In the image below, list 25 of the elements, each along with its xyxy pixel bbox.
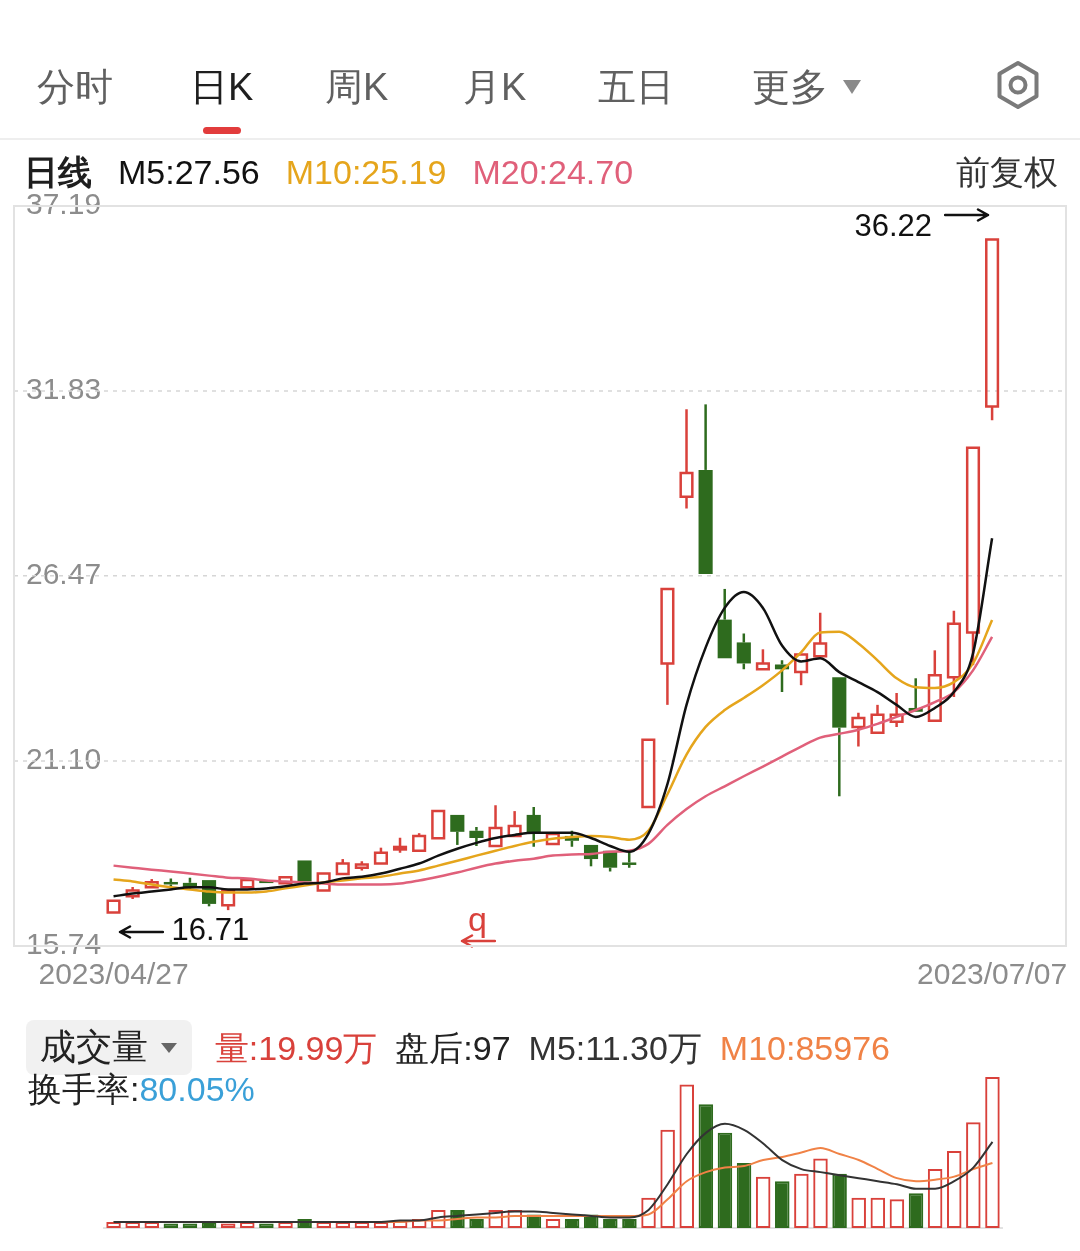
- text: 分时: [37, 66, 113, 108]
- text: 日K: [190, 66, 254, 108]
- legend-title: 日线: [24, 153, 92, 191]
- y-tick-label: 31.83: [26, 372, 102, 406]
- annotation: 16.71: [171, 912, 250, 948]
- text: M10:85976: [719, 1028, 890, 1067]
- y-tick-label: 21.10: [26, 742, 102, 776]
- text: 五日: [598, 66, 674, 108]
- legend-title: 成交量: [40, 1026, 148, 1067]
- series-label: M5:11.30万: [528, 1028, 702, 1067]
- annotation: q: [468, 900, 487, 938]
- text: 更多: [752, 66, 828, 108]
- annotation: 换手率:80.05%: [28, 1070, 255, 1108]
- x-tick-label: 2023/04/27: [38, 957, 189, 991]
- text: 前复权: [956, 153, 1058, 191]
- text: 盘后:97: [395, 1028, 511, 1067]
- text: 周K: [325, 66, 389, 108]
- text: M20:24.70: [472, 153, 634, 191]
- annotation: 36.22: [854, 208, 933, 244]
- text: M10:25.19: [285, 153, 447, 191]
- text: 月K: [463, 66, 527, 108]
- text: 量:19.99万: [214, 1028, 378, 1067]
- y-tick-label: 26.47: [26, 557, 102, 591]
- x-tick-label: 2023/07/07: [917, 957, 1068, 991]
- text: M5:27.56: [118, 153, 260, 191]
